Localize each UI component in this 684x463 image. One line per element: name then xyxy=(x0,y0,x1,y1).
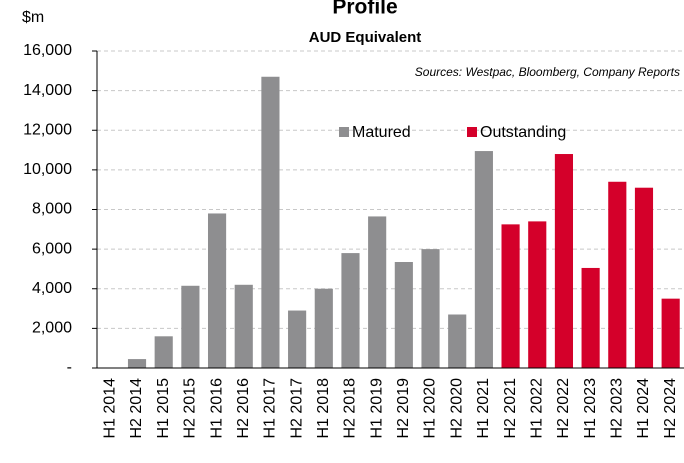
y-tick-label: 10,000 xyxy=(23,161,72,178)
bar xyxy=(554,154,574,368)
x-tick-label: H1 2019 xyxy=(368,378,385,439)
chart-subtitle: AUD Equivalent xyxy=(309,29,422,46)
y-tick-label: 14,000 xyxy=(23,82,72,99)
bar xyxy=(234,284,253,368)
bar xyxy=(314,288,333,368)
y-tick-label: - xyxy=(67,359,72,376)
bar xyxy=(448,314,467,368)
bar xyxy=(368,216,387,368)
bar xyxy=(474,151,493,368)
legend-swatch xyxy=(339,127,349,137)
y-tick-label: 12,000 xyxy=(23,121,72,138)
bar xyxy=(661,298,680,368)
y-tick-label: 4,000 xyxy=(32,280,72,297)
bar xyxy=(421,249,440,368)
x-tick-label: H2 2024 xyxy=(662,378,679,439)
x-tick-label: H1 2020 xyxy=(422,378,439,439)
bar xyxy=(288,310,307,368)
y-tick-label: 6,000 xyxy=(32,240,72,257)
x-tick-label: H1 2018 xyxy=(315,378,332,439)
source-note: Sources: Westpac, Bloomberg, Company Rep… xyxy=(415,65,680,79)
legend-label: Outstanding xyxy=(480,124,566,141)
x-tick-label: H2 2014 xyxy=(128,378,145,439)
x-tick-label: H2 2022 xyxy=(555,378,572,439)
bar xyxy=(207,213,227,368)
bar xyxy=(127,359,147,368)
bar xyxy=(394,262,413,368)
x-tick-label: H2 2018 xyxy=(342,378,359,439)
bar xyxy=(181,285,200,368)
x-tick-label: H1 2014 xyxy=(102,378,119,439)
y-tick-label: 8,000 xyxy=(32,201,72,218)
legend-label: Matured xyxy=(352,124,411,141)
y-unit: $m xyxy=(22,9,44,26)
bar xyxy=(261,76,280,368)
bar xyxy=(154,336,173,368)
bar xyxy=(634,187,654,368)
bar xyxy=(608,181,627,368)
bar xyxy=(341,253,360,368)
chart-title: Profile xyxy=(332,0,397,19)
x-tick-label: H1 2015 xyxy=(155,378,172,439)
x-tick-label: H1 2021 xyxy=(475,378,492,439)
x-tick-label: H1 2023 xyxy=(582,378,599,439)
x-tick-label: H2 2016 xyxy=(235,378,252,439)
x-tick-label: H1 2022 xyxy=(528,378,545,439)
x-tick-label: H2 2020 xyxy=(448,378,465,439)
bar xyxy=(581,267,600,368)
bar xyxy=(528,221,547,368)
x-tick-label: H1 2017 xyxy=(262,378,279,439)
x-tick-label: H2 2017 xyxy=(288,378,305,439)
x-tick-label: H1 2024 xyxy=(635,378,652,439)
x-tick-label: H1 2016 xyxy=(208,378,225,439)
legend-swatch xyxy=(467,127,477,137)
x-tick-label: H2 2015 xyxy=(182,378,199,439)
x-tick-label: H2 2023 xyxy=(609,378,626,439)
x-tick-label: H2 2019 xyxy=(395,378,412,439)
x-tick-label: H2 2021 xyxy=(502,378,519,439)
y-tick-label: 2,000 xyxy=(32,320,72,337)
y-tick-label: 16,000 xyxy=(23,42,72,59)
bar xyxy=(501,224,520,368)
